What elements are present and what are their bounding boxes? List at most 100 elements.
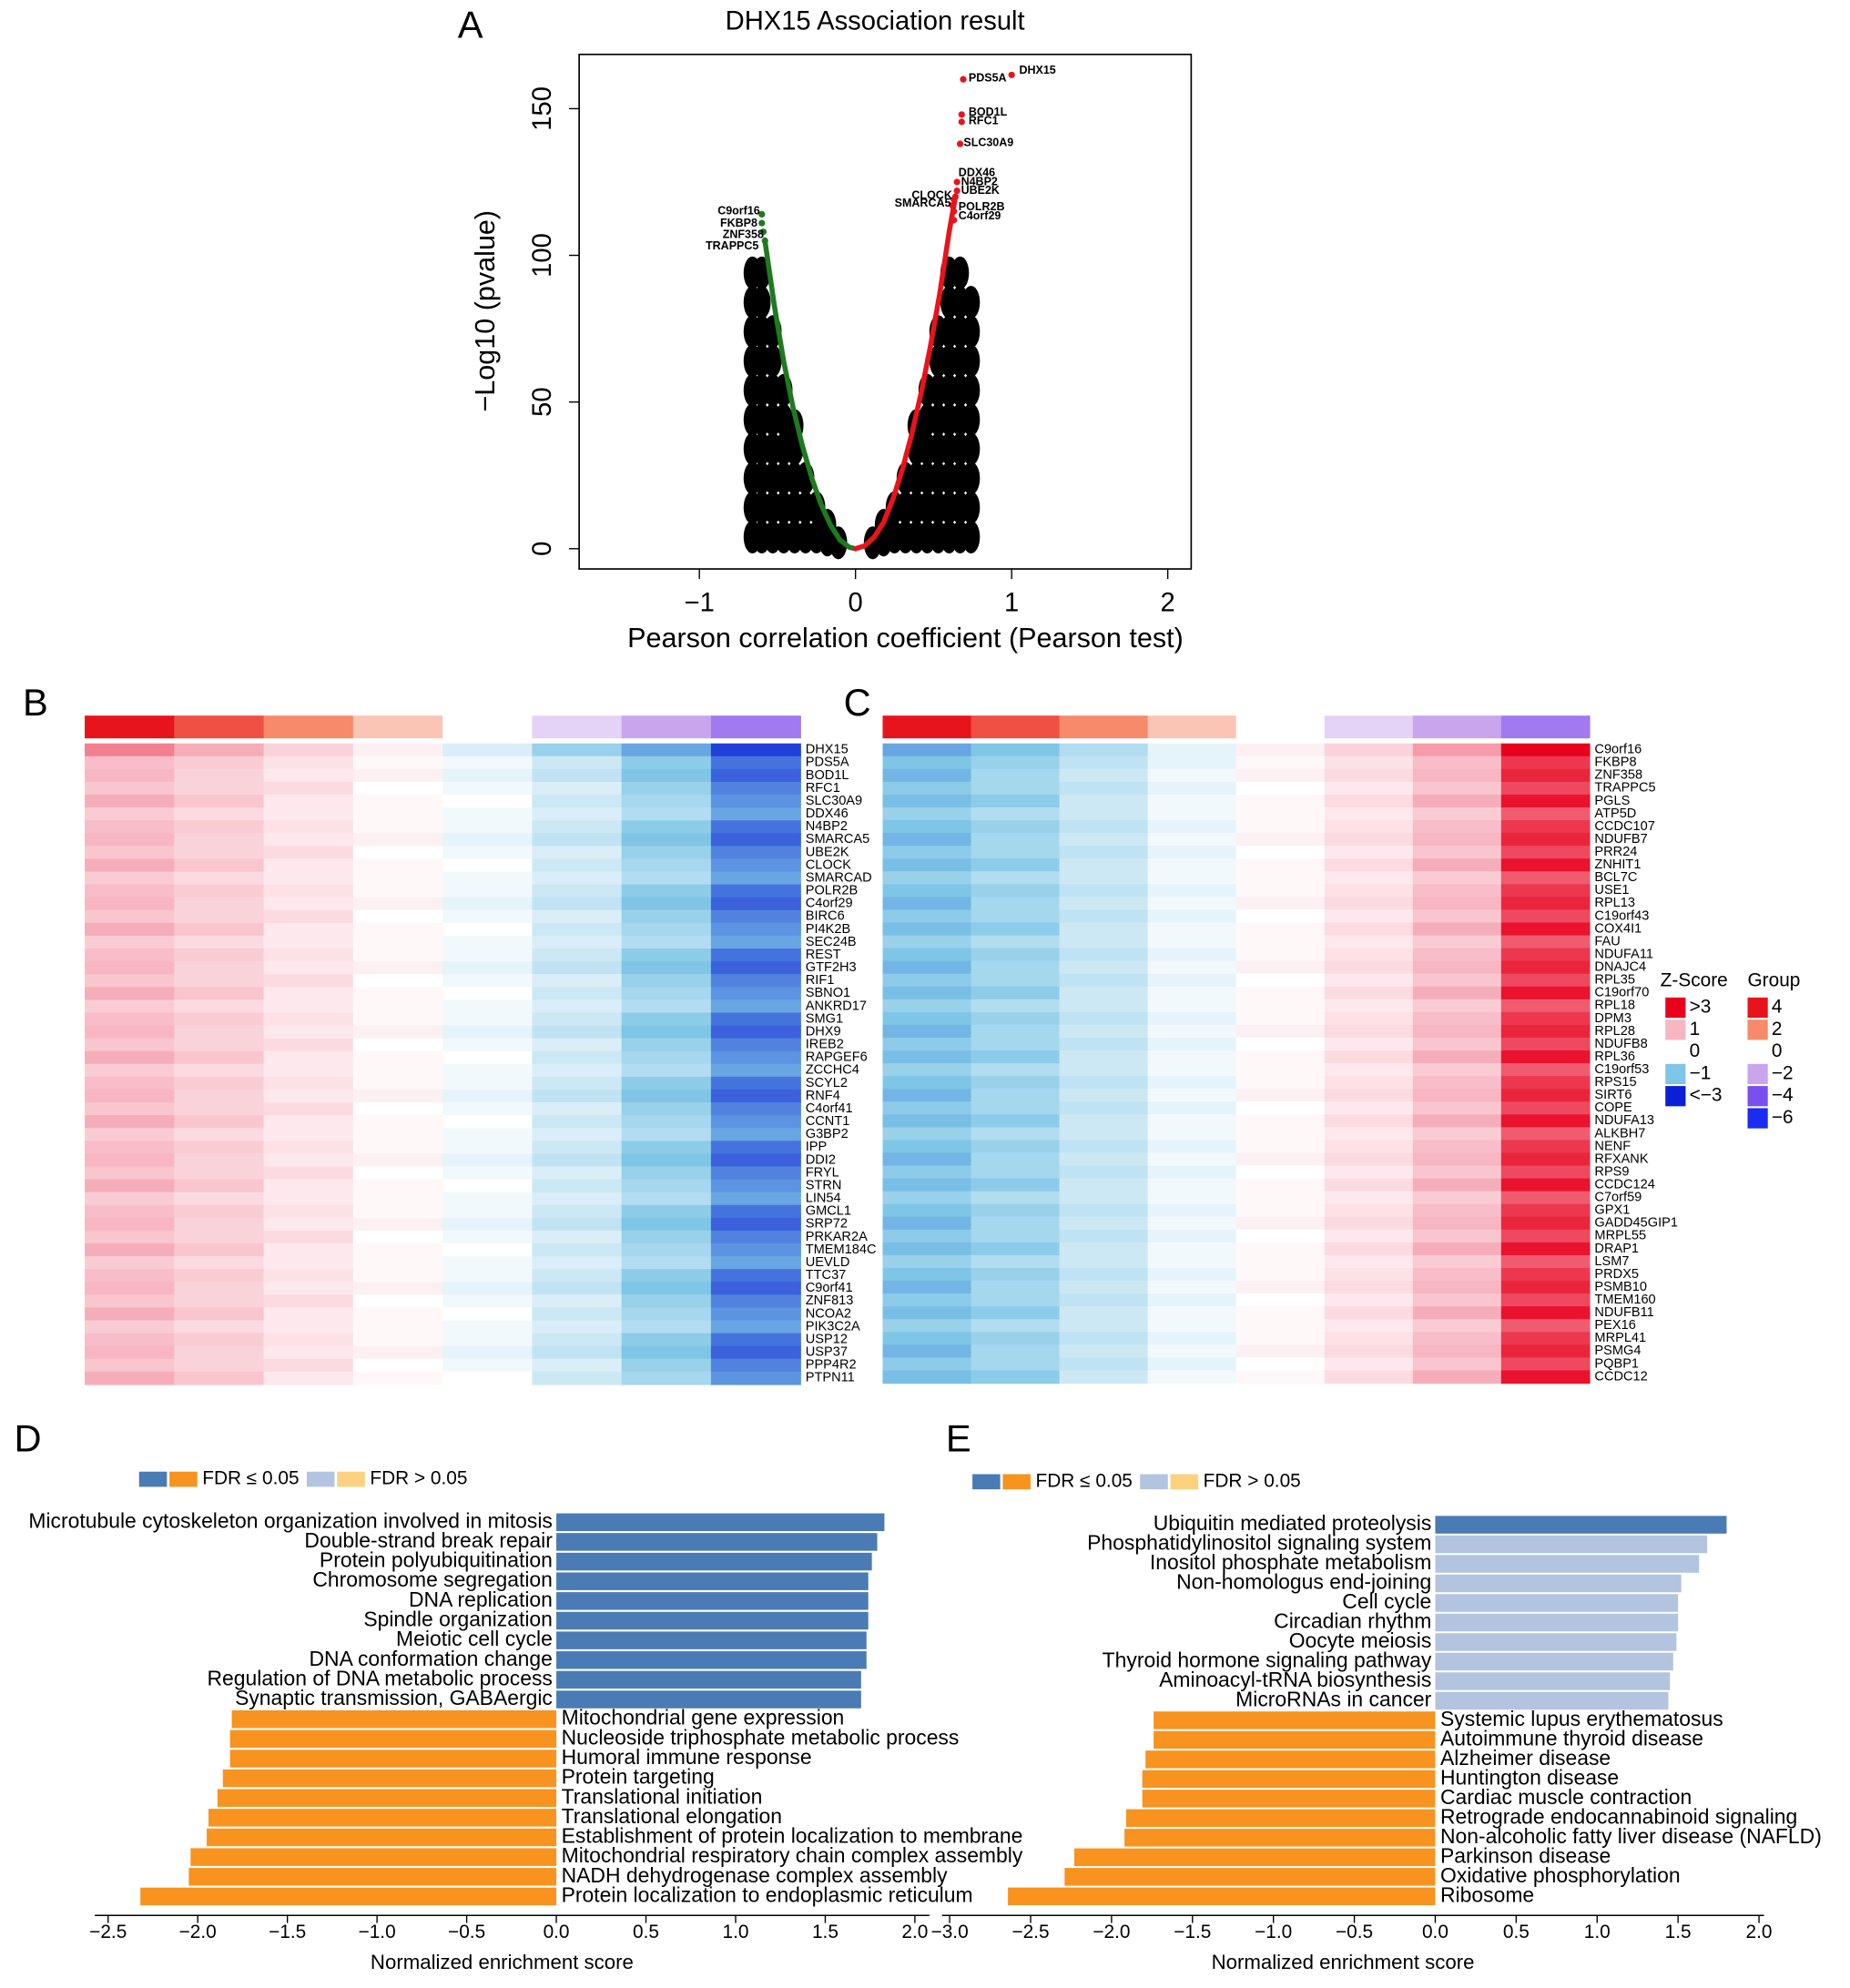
heatmap-cell — [882, 1254, 972, 1269]
heatmap-cell — [442, 1345, 534, 1360]
heatmap-cell — [1500, 1101, 1591, 1116]
category-label: Mitochondrial gene expression — [562, 1706, 845, 1729]
legend-swatch — [1140, 1474, 1168, 1490]
heatmap-cell — [1147, 1370, 1237, 1384]
gene-label: UBE2K — [806, 845, 849, 859]
group-cell — [621, 715, 712, 739]
heatmap-cell — [710, 756, 801, 770]
bar — [1142, 1770, 1436, 1789]
heatmap-cell — [85, 961, 176, 975]
heatmap-cell — [532, 1076, 623, 1090]
heatmap-cell — [1147, 1050, 1237, 1064]
highlight-point — [758, 219, 766, 227]
heatmap-cell — [1324, 1242, 1414, 1256]
heatmap-cell — [263, 1269, 354, 1283]
heatmap-cell — [85, 1025, 176, 1040]
heatmap-cell — [1324, 846, 1414, 859]
heatmap-cell — [1235, 948, 1326, 962]
heatmap-cell — [85, 1038, 176, 1052]
gene-label: PQBP1 — [1594, 1356, 1639, 1371]
heatmap-cell — [1412, 858, 1502, 872]
heatmap-cell — [710, 1371, 801, 1385]
heatmap-cell — [85, 781, 176, 796]
highlight-point — [950, 208, 958, 215]
heatmap-cell — [174, 1371, 265, 1385]
heatmap-cell — [1500, 1063, 1591, 1077]
heatmap-cell — [1059, 871, 1149, 886]
heatmap-cell — [1147, 1229, 1237, 1243]
heatmap-cell — [971, 1332, 1061, 1346]
heatmap-cell — [621, 1141, 712, 1155]
heatmap-cell — [621, 897, 712, 911]
gene-label: TRAPPC5 — [706, 239, 758, 252]
heatmap-cell — [85, 1371, 176, 1385]
heatmap-cell — [971, 858, 1061, 872]
heatmap-cell — [1059, 1165, 1149, 1180]
heatmap-cell — [352, 1345, 443, 1360]
heatmap-cell — [971, 1306, 1061, 1320]
heatmap-cell — [1412, 1332, 1502, 1346]
heatmap-cell — [971, 1293, 1061, 1307]
heatmap-cell — [263, 1179, 354, 1193]
gene-label: UEVLD — [806, 1255, 850, 1270]
category-label: Mitochondrial respiratory chain complex … — [562, 1843, 1023, 1867]
heatmap-cell — [1500, 1344, 1591, 1359]
heatmap-cell — [1235, 1152, 1326, 1167]
heatmap-cell — [1147, 935, 1237, 949]
heatmap-cell — [352, 1333, 443, 1347]
heatmap-cell — [1147, 1089, 1237, 1102]
heatmap-cell — [1235, 1332, 1326, 1346]
heatmap-cell — [1147, 948, 1237, 962]
heatmap-cell — [263, 1242, 354, 1257]
bar — [556, 1552, 872, 1571]
gene-point — [961, 462, 981, 495]
heatmap-cell — [263, 1371, 354, 1385]
heatmap-cell — [263, 833, 354, 847]
heatmap-cell — [352, 1128, 443, 1142]
heatmap-cell — [85, 795, 176, 808]
heatmap-cell — [1500, 1140, 1591, 1154]
heatmap-cell — [442, 781, 534, 796]
x-tick-label: 0 — [849, 589, 863, 618]
heatmap-cell — [621, 1282, 712, 1296]
heatmap-cell — [971, 756, 1061, 770]
heatmap-cell — [1235, 1089, 1326, 1102]
bar — [222, 1769, 557, 1788]
heatmap-cell — [621, 1192, 712, 1206]
heatmap-cell — [882, 909, 972, 924]
heatmap-cell — [1147, 1357, 1237, 1372]
legend-swatch — [169, 1471, 198, 1487]
gene-label: RAPGEF6 — [806, 1050, 868, 1065]
heatmap-cell — [971, 960, 1061, 975]
heatmap-cell — [621, 1050, 712, 1065]
heatmap-cell — [1147, 1011, 1237, 1026]
legend-title: Group — [1747, 969, 1800, 990]
heatmap-cell — [1059, 768, 1149, 783]
heatmap-cell — [710, 1282, 801, 1296]
heatmap-cell — [532, 1320, 623, 1334]
gene-label: ZNF358 — [1594, 768, 1642, 783]
heatmap-cell — [1412, 806, 1502, 821]
heatmap-cell — [1500, 1076, 1591, 1090]
heatmap-cell — [442, 1358, 534, 1373]
heatmap-cell — [1235, 833, 1326, 847]
heatmap-cell — [1147, 986, 1237, 1000]
heatmap-cell — [532, 897, 623, 911]
heatmap-cell — [174, 884, 265, 898]
heatmap-cell — [971, 743, 1061, 757]
bar — [1064, 1868, 1436, 1886]
heatmap-cell — [1059, 1063, 1149, 1077]
heatmap-cell — [85, 1141, 176, 1155]
heatmap-cell — [1324, 756, 1414, 770]
category-label: Protein targeting — [562, 1765, 715, 1789]
heatmap-cell — [1500, 1332, 1591, 1346]
group-cell — [1500, 715, 1591, 739]
heatmap-cell — [532, 1217, 623, 1232]
heatmap-cell — [710, 1063, 801, 1078]
heatmap-cell — [882, 768, 972, 783]
heatmap-cell — [442, 1089, 534, 1103]
highlight-point — [958, 118, 965, 126]
heatmap-cell — [1059, 1293, 1149, 1307]
heatmap-cell — [1324, 820, 1414, 834]
gene-label: ZCCHC4 — [806, 1063, 859, 1078]
